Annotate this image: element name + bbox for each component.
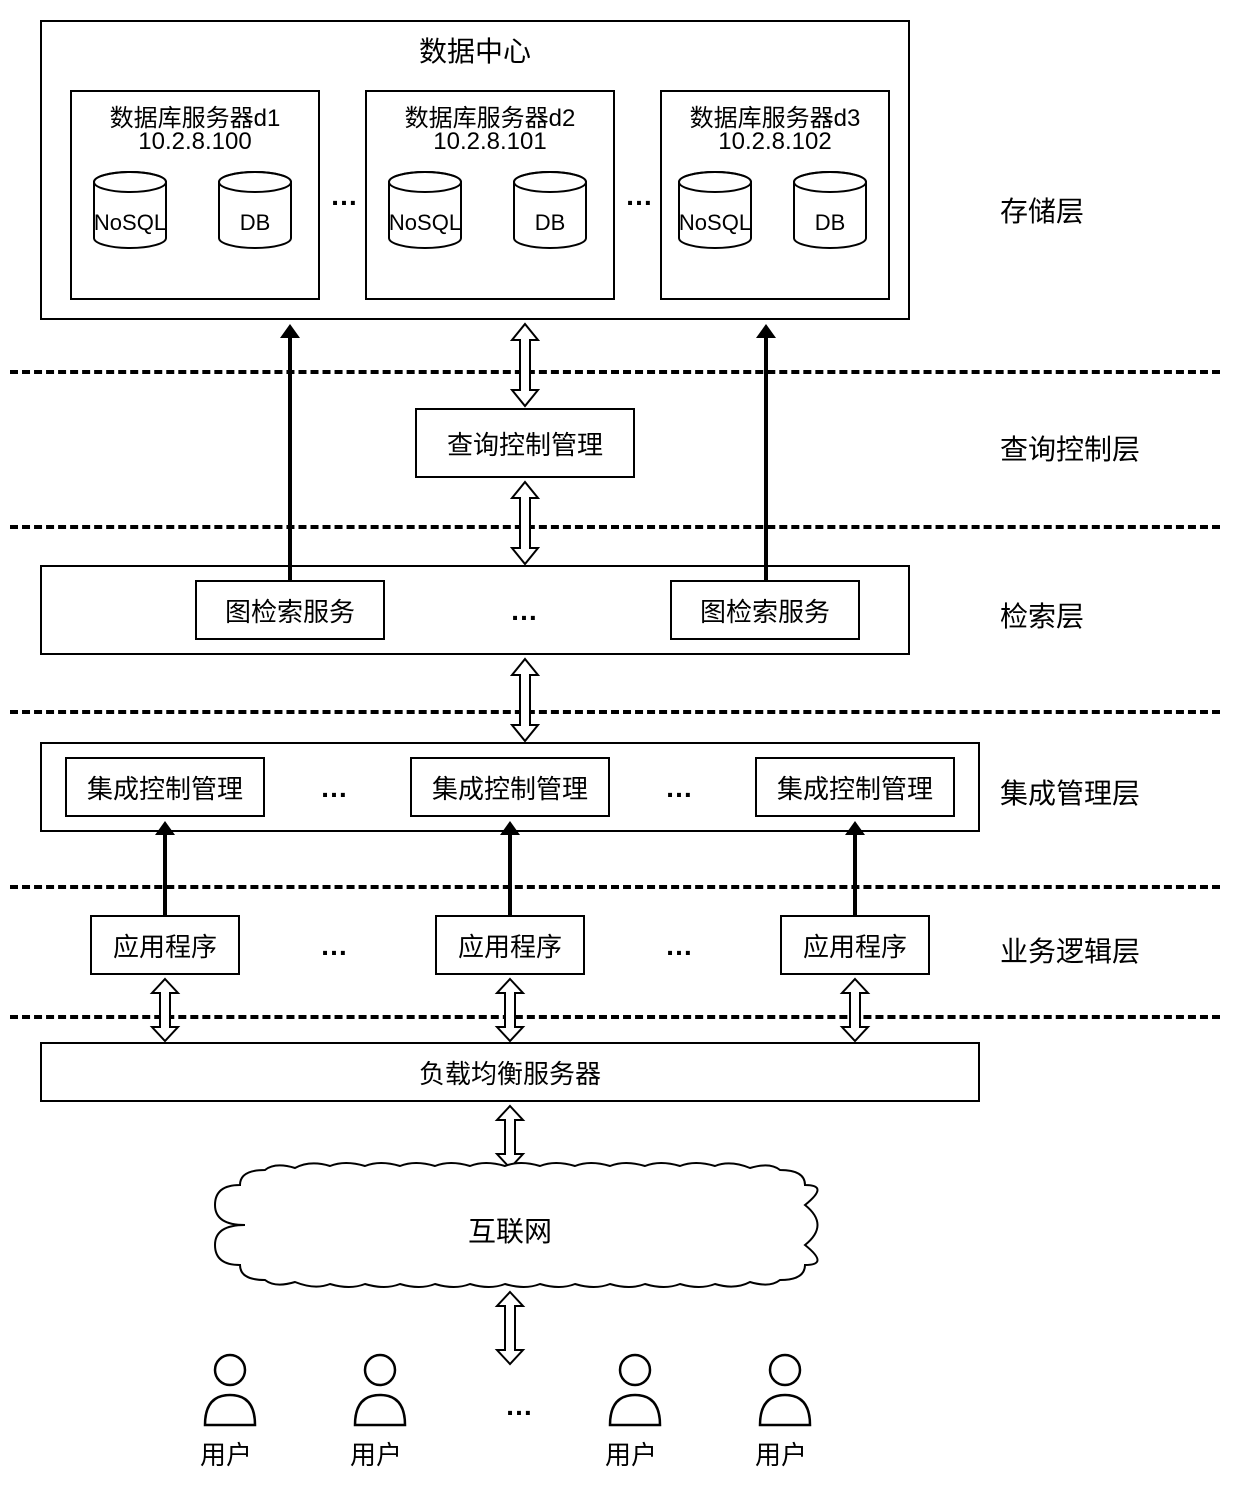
- integration-label-1: 集成控制管理: [87, 769, 243, 806]
- arrow-app-lb-2: [493, 977, 527, 1043]
- ellipsis-app-2: …: [665, 930, 695, 962]
- server-d1-ip: 10.2.8.100: [72, 128, 318, 156]
- server-d2-nosql-label: NoSQL: [385, 210, 465, 236]
- divider-5: [10, 1015, 1220, 1019]
- divider-3: [10, 710, 1220, 714]
- arrow-dc-query: [508, 322, 542, 408]
- query-control-label: 查询控制管理: [447, 425, 603, 462]
- user-icon-3: [600, 1350, 670, 1435]
- arrow-retrieval-integration: [508, 657, 542, 743]
- application-label-2: 应用程序: [458, 927, 562, 964]
- application-label-3: 应用程序: [803, 927, 907, 964]
- divider-1: [10, 370, 1220, 374]
- graph-search-label-1: 图检索服务: [225, 592, 355, 629]
- user-label-2: 用户: [350, 1435, 402, 1472]
- user-icon-1: [195, 1350, 265, 1435]
- ellipsis-integration-1: …: [320, 772, 350, 804]
- graph-search-label-2: 图检索服务: [700, 592, 830, 629]
- arrow-app-int-1: [153, 819, 177, 915]
- integration-box-2: 集成控制管理: [410, 757, 610, 817]
- application-box-1: 应用程序: [90, 915, 240, 975]
- arrow-query-retrieval: [508, 480, 542, 566]
- integration-box-1: 集成控制管理: [65, 757, 265, 817]
- ellipsis-servers-1: …: [330, 180, 360, 212]
- server-d3-db-label: DB: [790, 210, 870, 236]
- query-control-layer-label: 查询控制层: [1000, 428, 1140, 468]
- server-d1-db-label: DB: [215, 210, 295, 236]
- user-icon-4: [750, 1350, 820, 1435]
- integration-box-3: 集成控制管理: [755, 757, 955, 817]
- ellipsis-app-1: …: [320, 930, 350, 962]
- retrieval-layer-label: 检索层: [1000, 595, 1084, 635]
- arrow-internet-users: [493, 1290, 527, 1366]
- arrow-app-int-2: [498, 819, 522, 915]
- ellipsis-retrieval: …: [510, 595, 540, 627]
- divider-2: [10, 525, 1220, 529]
- application-box-2: 应用程序: [435, 915, 585, 975]
- server-d1-nosql-label: NoSQL: [90, 210, 170, 236]
- business-layer-label: 业务逻辑层: [1000, 930, 1140, 970]
- diagram-canvas: 数据中心 数据库服务器d1 10.2.8.100 NoSQL DB … 数据库服…: [0, 0, 1240, 1485]
- application-label-1: 应用程序: [113, 927, 217, 964]
- server-d3-nosql-label: NoSQL: [675, 210, 755, 236]
- application-box-3: 应用程序: [780, 915, 930, 975]
- user-label-3: 用户: [605, 1435, 657, 1472]
- server-d2-db-label: DB: [510, 210, 590, 236]
- arrow-app-lb-3: [838, 977, 872, 1043]
- load-balancer-box: 负载均衡服务器: [40, 1042, 980, 1102]
- query-control-box: 查询控制管理: [415, 408, 635, 478]
- integration-label-2: 集成控制管理: [432, 769, 588, 806]
- integration-layer-label: 集成管理层: [1000, 772, 1140, 812]
- graph-search-box-2: 图检索服务: [670, 580, 860, 640]
- server-d2-ip: 10.2.8.101: [367, 128, 613, 156]
- internet-label: 互联网: [195, 1210, 825, 1250]
- server-d3-ip: 10.2.8.102: [662, 128, 888, 156]
- graph-search-box-1: 图检索服务: [195, 580, 385, 640]
- storage-layer-label: 存储层: [1000, 190, 1084, 230]
- arrow-right-solid: [754, 322, 778, 580]
- ellipsis-users: …: [505, 1390, 535, 1422]
- arrow-left-solid: [278, 322, 302, 580]
- integration-label-3: 集成控制管理: [777, 769, 933, 806]
- ellipsis-integration-2: …: [665, 772, 695, 804]
- arrow-app-int-3: [843, 819, 867, 915]
- user-label-1: 用户: [200, 1435, 252, 1472]
- data-center-title: 数据中心: [42, 30, 908, 70]
- divider-4: [10, 885, 1220, 889]
- user-icon-2: [345, 1350, 415, 1435]
- load-balancer-label: 负载均衡服务器: [419, 1054, 601, 1091]
- arrow-app-lb-1: [148, 977, 182, 1043]
- user-label-4: 用户: [755, 1435, 807, 1472]
- ellipsis-servers-2: …: [625, 180, 655, 212]
